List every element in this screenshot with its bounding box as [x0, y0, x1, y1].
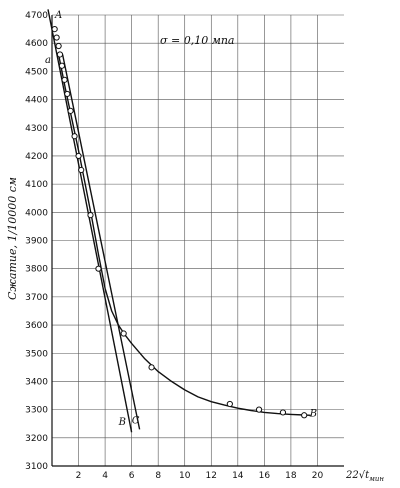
annotation-sigma: σ = 0,10 мпа: [160, 34, 234, 47]
y-tick-label: 3800: [25, 265, 48, 275]
series-line-C: [61, 54, 141, 430]
point-labels: AaB CB: [45, 10, 317, 428]
series-line-A-B: [47, 9, 133, 433]
x-axis-label-main: 22√t: [345, 470, 370, 481]
x-axis-label: 22√tмин: [345, 470, 384, 483]
data-point: [87, 212, 94, 219]
y-tick-label: 3500: [25, 349, 48, 359]
y-axis-label: Сжатие, 1/10000 см: [6, 177, 19, 300]
x-tick-label: 4: [102, 471, 108, 481]
y-tick-label: 4000: [25, 208, 48, 218]
tick-labels: 2 4 6 8 10 12 14 16 18 20 3100 3200 3300 3400 3500 3600…: [25, 11, 323, 481]
axes: [51, 15, 344, 467]
y-tick-label: 4300: [25, 124, 48, 134]
y-tick-label: 3600: [25, 321, 48, 331]
y-tick-label: 3300: [25, 406, 48, 416]
y-tick-label: 3900: [25, 237, 48, 247]
y-tick-label: 4600: [25, 39, 48, 49]
data-point: [78, 166, 85, 174]
x-tick-label: 2: [76, 471, 82, 481]
data-points: [51, 25, 308, 419]
y-tick-label: 4700: [25, 11, 48, 21]
data-point: [71, 133, 78, 140]
plot-lines: [47, 9, 311, 433]
data-point: [67, 107, 74, 114]
data-point: [53, 34, 60, 41]
data-point: [58, 62, 66, 69]
data-point: [301, 412, 308, 419]
x-tick-label: 6: [129, 471, 135, 481]
data-point: [61, 76, 68, 83]
data-point: [226, 400, 233, 408]
x-tick-label: 20: [312, 471, 324, 481]
x-tick-label: 12: [206, 471, 217, 481]
data-point: [255, 406, 263, 413]
data-point: [120, 330, 127, 337]
y-tick-label: 3200: [25, 434, 48, 444]
point-label: a: [45, 55, 51, 66]
y-tick-label: 4200: [25, 152, 48, 162]
point-label: A: [54, 10, 62, 21]
point-label: B: [309, 409, 317, 420]
x-tick-label: 10: [179, 471, 191, 481]
x-tick-label: 8: [155, 471, 161, 481]
y-tick-label: 3100: [25, 462, 48, 472]
data-point: [51, 25, 58, 33]
point-label: C: [132, 416, 140, 427]
y-tick-label: 4100: [25, 180, 48, 190]
y-tick-label: 4500: [25, 67, 48, 77]
y-tick-label: 3700: [25, 293, 48, 303]
data-point: [56, 51, 64, 58]
grid: [52, 14, 344, 466]
y-tick-label: 4400: [25, 96, 48, 106]
data-point: [64, 90, 71, 98]
x-axis-label-sub: мин: [369, 475, 384, 483]
data-point: [148, 364, 155, 371]
point-label: B: [118, 417, 126, 428]
x-tick-label: 16: [259, 471, 271, 481]
x-tick-label: 18: [285, 471, 297, 481]
data-point: [55, 42, 62, 50]
y-tick-label: 3400: [25, 377, 48, 387]
data-point: [95, 265, 102, 272]
data-point: [279, 409, 287, 416]
x-tick-label: 14: [232, 471, 244, 481]
data-point: [75, 152, 82, 160]
